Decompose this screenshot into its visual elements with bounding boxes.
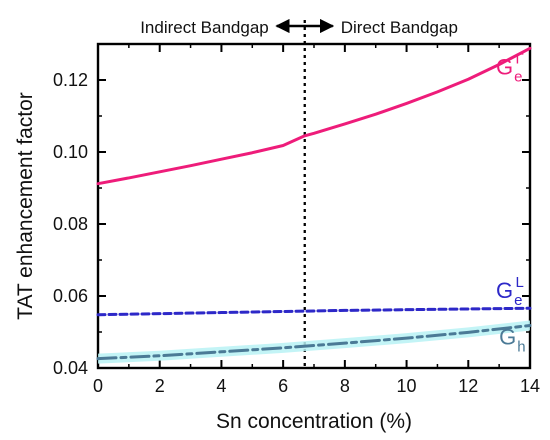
x-tick-label: 14	[520, 376, 540, 396]
hole-factor-highlight-band	[98, 320, 530, 364]
x-tick-label: 4	[216, 376, 226, 396]
series-0: GeΓ	[96, 46, 532, 186]
series-label-subscript: e	[514, 69, 522, 86]
series-label-superscript: L	[516, 274, 524, 291]
x-tick-label: 8	[340, 376, 350, 396]
x-tick-label: 0	[93, 376, 103, 396]
series-label-main: G	[496, 278, 513, 303]
series-curve-label: GeL	[496, 274, 524, 309]
y-tick-label: 0.08	[53, 214, 88, 234]
series-label-main: G	[496, 55, 513, 80]
y-axis-label: TAT enhancement factor	[14, 92, 37, 320]
x-tick-label: 12	[458, 376, 478, 396]
y-tick-label: 0.06	[53, 286, 88, 306]
y-tick-label: 0.12	[53, 70, 88, 90]
plot-layer: 0 2 4 6 8 10 12 14 0.04 0.06 0.08 0.10 0.12 Sn concen…	[14, 18, 540, 433]
x-axis-label: Sn concentration (%)	[216, 410, 412, 433]
series-line	[96, 46, 532, 186]
y-ticks: 0.04 0.06 0.08 0.10 0.12	[53, 70, 530, 378]
series-label-subscript: h	[517, 339, 525, 356]
plot-frame	[96, 42, 532, 370]
y-tick-label: 0.04	[53, 358, 88, 378]
series-label-subscript: e	[514, 292, 522, 309]
series-curve-label: GeΓ	[496, 51, 524, 86]
series-label-main: G	[499, 325, 516, 350]
series-2: Gh	[96, 320, 532, 364]
indirect-bandgap-label: Indirect Bandgap	[140, 18, 269, 37]
x-tick-label: 10	[397, 376, 417, 396]
x-tick-label: 2	[155, 376, 165, 396]
series-curve-label: Gh	[499, 325, 525, 356]
x-ticks: 0 2 4 6 8 10 12 14	[93, 44, 540, 396]
y-tick-label: 0.10	[53, 142, 88, 162]
series-label-superscript: Γ	[516, 51, 524, 68]
direct-bandgap-label: Direct Bandgap	[341, 18, 458, 37]
x-tick-label: 6	[278, 376, 288, 396]
series-1: GeL	[96, 274, 532, 317]
series-line	[96, 324, 532, 361]
series-line	[96, 306, 532, 317]
